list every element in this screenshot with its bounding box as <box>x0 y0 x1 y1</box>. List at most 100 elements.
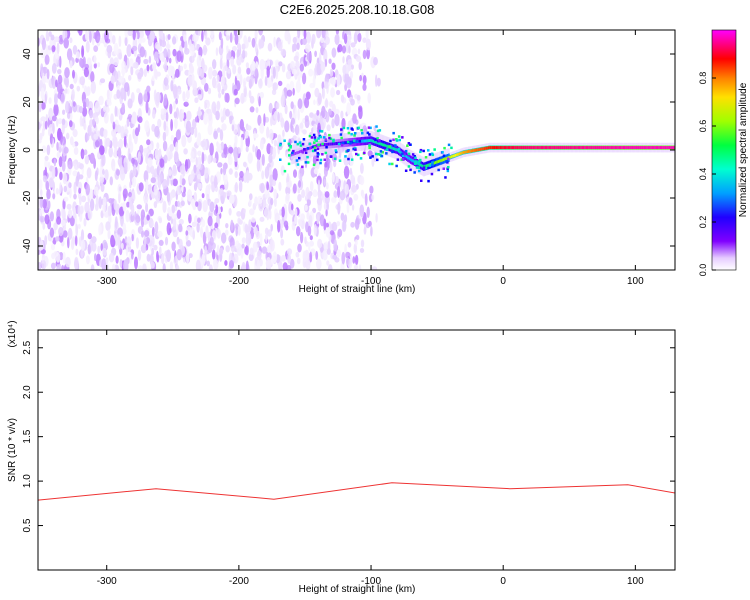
heatmap-noise-cell <box>207 154 212 165</box>
heatmap-noise-cell <box>280 165 285 176</box>
heatmap-noise-cell <box>169 261 173 270</box>
heatmap-noise-cell <box>297 188 301 194</box>
heatmap-noise-cell <box>272 146 277 159</box>
heatmap-track-peak <box>606 146 609 150</box>
heatmap-speckle <box>315 139 318 142</box>
heatmap-noise-cell <box>355 234 360 241</box>
heatmap-track-peak <box>661 146 663 150</box>
heatmap-track-peak <box>456 153 458 157</box>
heatmap-track-peak <box>376 141 379 145</box>
heatmap-noise-cell <box>219 57 223 70</box>
heatmap-speckle <box>368 133 371 136</box>
heatmap-noise-cell <box>162 140 168 152</box>
heatmap-noise-cell <box>44 235 48 246</box>
heatmap-noise-cell <box>324 73 330 84</box>
heatmap-track-peak <box>493 146 495 150</box>
heatmap-noise-cell <box>291 127 295 133</box>
heatmap-speckle <box>301 165 304 169</box>
heatmap-noise-cell <box>261 170 265 180</box>
heatmap-noise-cell <box>272 251 278 263</box>
y-tick-label: 2.0 <box>22 385 33 399</box>
heatmap-speckle <box>413 155 416 158</box>
heatmap-noise-cell <box>261 246 268 254</box>
heatmap-noise-cell <box>228 208 232 216</box>
heatmap-noise-cell <box>78 106 83 114</box>
heatmap-track-peak <box>590 146 593 150</box>
heatmap-noise-cell <box>93 54 97 65</box>
heatmap-track-peak <box>301 149 304 153</box>
heatmap-noise-cell <box>79 163 84 170</box>
heatmap-noise-cell <box>179 174 183 186</box>
heatmap-noise-cell <box>316 63 322 76</box>
heatmap-noise-cell <box>176 185 182 196</box>
heatmap-speckle <box>361 132 364 135</box>
heatmap-noise-cell <box>258 30 264 36</box>
heatmap-speckle <box>446 167 449 170</box>
heatmap-noise-cell <box>181 40 186 48</box>
heatmap-speckle <box>357 126 360 130</box>
heatmap-noise-cell <box>302 250 307 263</box>
heatmap-noise-cell <box>182 91 186 102</box>
heatmap-noise-cell <box>110 113 114 124</box>
heatmap-noise-cell <box>360 239 365 248</box>
heatmap-noise-cell <box>230 219 234 231</box>
heatmap-noise-cell <box>127 98 133 109</box>
heatmap-noise-cell <box>131 111 137 125</box>
heatmap-track-peak <box>526 146 528 150</box>
heatmap-track-peak <box>530 146 532 150</box>
heatmap-track-peak <box>464 150 466 154</box>
heatmap-noise-cell <box>91 236 97 244</box>
heatmap-noise-cell <box>362 83 367 91</box>
heatmap-noise-cell <box>39 215 45 223</box>
heatmap-track-peak <box>427 163 429 167</box>
heatmap-speckle <box>379 153 382 156</box>
heatmap-noise-cell <box>54 93 58 106</box>
heatmap-noise-cell <box>112 166 116 172</box>
heatmap-noise-cell <box>346 34 352 41</box>
heatmap-noise-cell <box>174 200 178 208</box>
heatmap-noise-cell <box>41 260 47 270</box>
heatmap-noise-cell <box>72 101 76 107</box>
heatmap-noise-cell <box>241 237 246 244</box>
heatmap-noise-cell <box>331 221 338 232</box>
heatmap-noise-cell <box>194 97 199 104</box>
heatmap-speckle <box>321 142 324 146</box>
heatmap-noise-cell <box>196 137 201 146</box>
heatmap-track-peak <box>452 154 454 158</box>
heatmap-noise-cell <box>41 127 45 137</box>
heatmap-noise-cell <box>339 190 346 201</box>
heatmap-track-peak <box>509 146 511 150</box>
heatmap-speckle <box>313 146 317 149</box>
heatmap-noise-cell <box>46 49 51 55</box>
heatmap-noise-cell <box>341 45 347 54</box>
heatmap-noise-cell <box>314 50 317 57</box>
heatmap-noise-cell <box>347 120 352 134</box>
heatmap-speckle <box>354 148 357 151</box>
heatmap-noise-cell <box>143 230 150 237</box>
heatmap-noise-cell <box>151 221 154 227</box>
heatmap-noise-cell <box>186 189 193 202</box>
heatmap-noise-cell <box>169 144 175 152</box>
heatmap-track-peak <box>635 146 638 150</box>
heatmap-noise-cell <box>176 248 182 261</box>
heatmap-noise-cell <box>259 139 264 151</box>
heatmap-noise-cell <box>208 264 213 270</box>
heatmap-speckle <box>401 136 404 139</box>
heatmap-noise-cell <box>128 191 132 198</box>
heatmap-noise-cell <box>370 226 373 237</box>
heatmap-track-peak <box>528 146 531 150</box>
heatmap-speckle <box>442 154 446 157</box>
heatmap-speckle <box>294 140 297 144</box>
heatmap-track-peak <box>293 152 296 156</box>
heatmap-track-peak <box>384 144 387 148</box>
heatmap-speckle <box>431 161 434 164</box>
heatmap-noise-cell <box>147 157 153 168</box>
heatmap-noise-cell <box>124 37 128 46</box>
heatmap-speckle <box>334 149 338 152</box>
heatmap-noise-cell <box>241 243 245 249</box>
heatmap-track-peak <box>353 140 355 144</box>
heatmap-track-peak <box>584 146 586 150</box>
heatmap-noise-cell <box>131 45 138 52</box>
heatmap-noise-cell <box>80 148 85 160</box>
heatmap-track-peak <box>292 152 294 156</box>
